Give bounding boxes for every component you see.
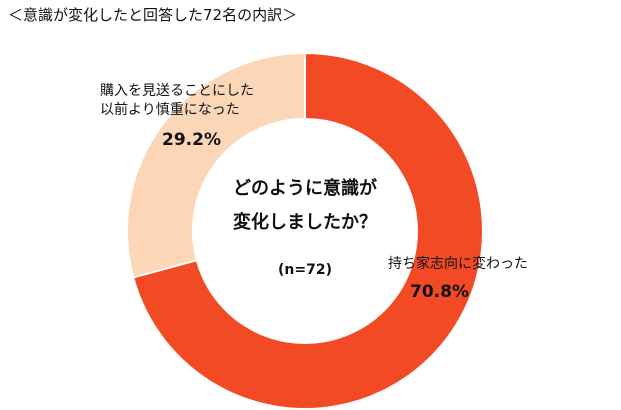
- slice-label-ownership: 持ち家志向に変わった: [388, 256, 528, 272]
- slice-ownership: [131, 51, 484, 410]
- center-question: どのように意識が 変化しましたか？: [205, 172, 405, 240]
- center-question-line-2: 変化しましたか？: [233, 212, 377, 233]
- slice-label-reconsider-line-1: 購入を見送ることにした: [100, 83, 254, 99]
- chart-title: ＜意識が変化したと回答した72名の内訳＞: [8, 6, 298, 24]
- slice-value-reconsider: 29.2%: [162, 130, 221, 150]
- slice-reconsider: [126, 51, 306, 279]
- slice-value-ownership: 70.8%: [410, 282, 469, 302]
- slice-label-reconsider-line-2: 以前より慎重になった: [100, 102, 240, 118]
- donut-slices: [126, 51, 484, 410]
- center-question-line-1: どのように意識が: [233, 178, 377, 199]
- sample-size-label: (n=72): [278, 262, 332, 278]
- slice-label-reconsider: 購入を見送ることにした 以前より慎重になった: [100, 82, 254, 120]
